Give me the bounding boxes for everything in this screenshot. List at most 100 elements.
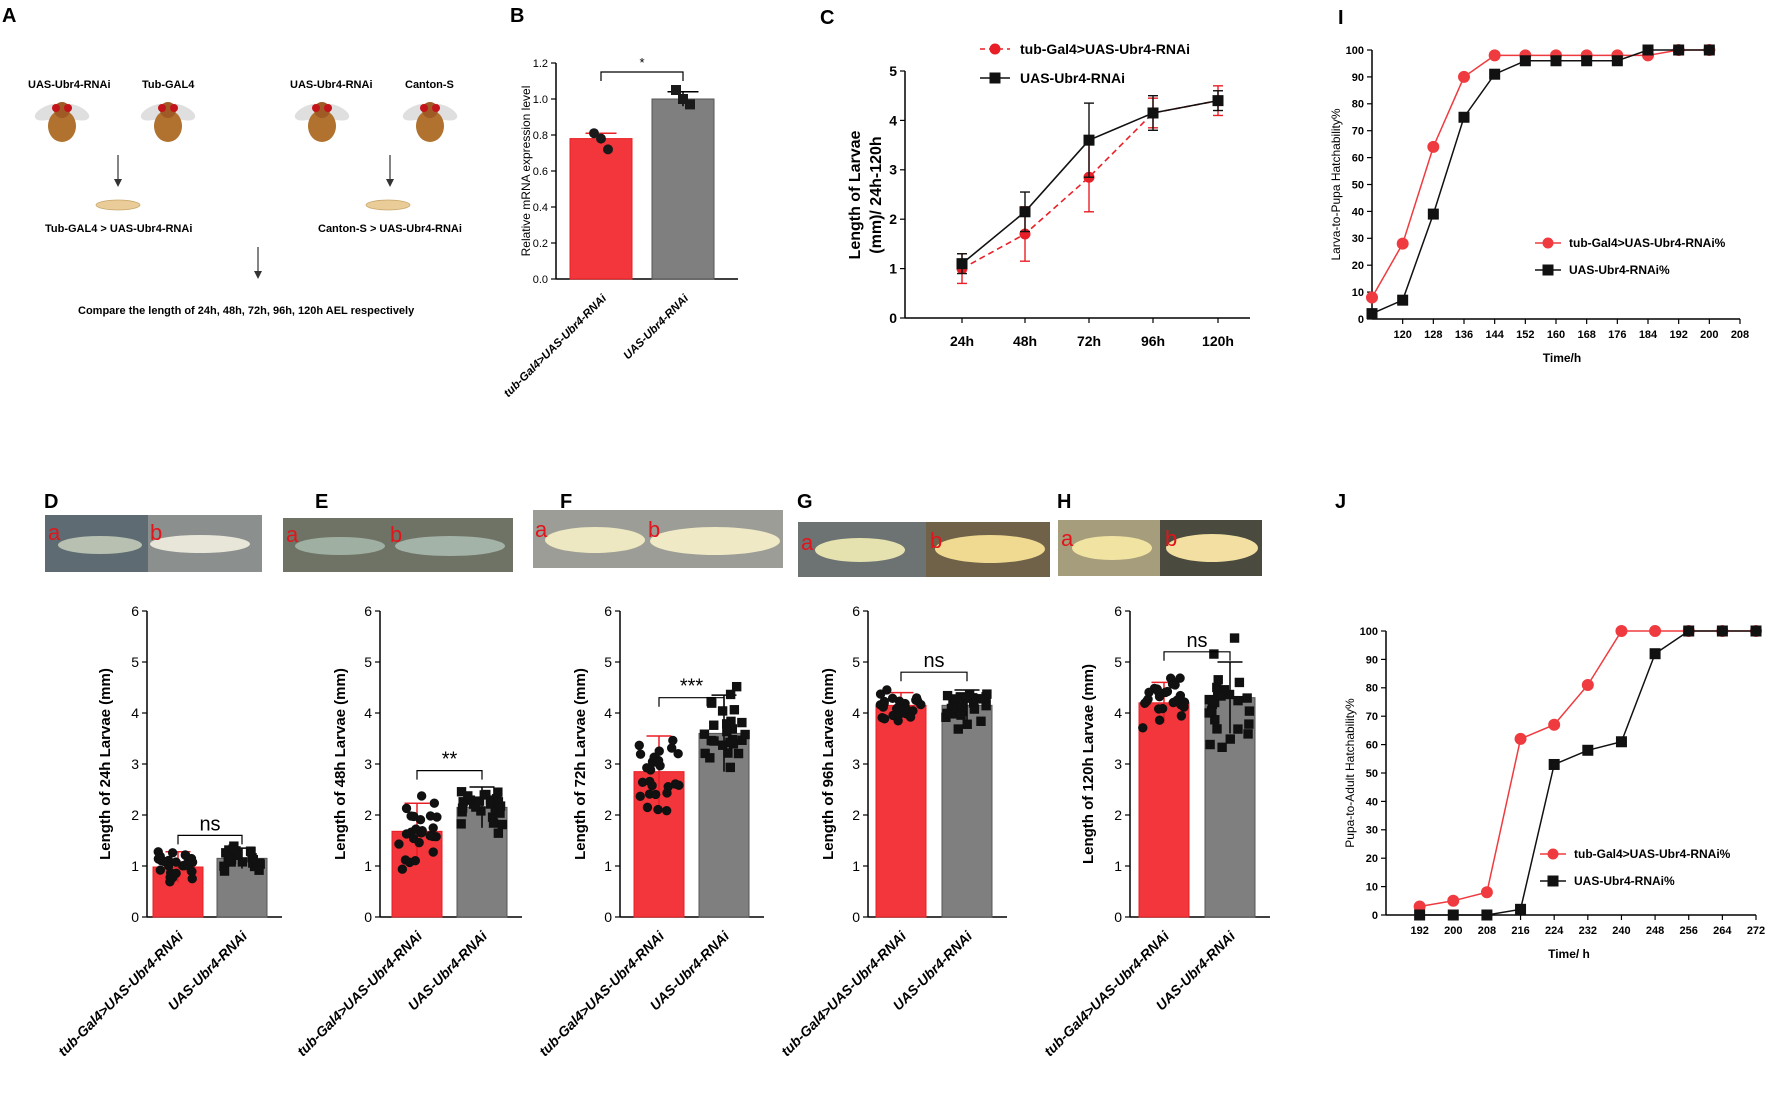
y-tick-label: 20 xyxy=(1366,853,1378,865)
x-tick-label: 136 xyxy=(1455,329,1473,341)
y-tick-label: 3 xyxy=(364,756,372,772)
chart-c: 0 1 2 3 4 5 24h 48h 72h 96h 120h Length of Larvae (m… xyxy=(847,41,1250,349)
data-point xyxy=(1168,697,1179,708)
data-point xyxy=(1138,723,1148,733)
y-axis-label: Length of 72h Larvae (mm) xyxy=(572,668,589,860)
data-point xyxy=(1489,68,1501,80)
chart-e: 0 1 2 3 4 5 6 Length of 48h Larvae (mm) tub-Gal4… xyxy=(294,603,522,1059)
bar xyxy=(651,98,715,280)
y-tick-label: 0 xyxy=(889,310,897,326)
photo-strip-d: a b xyxy=(45,515,262,572)
data-point xyxy=(1582,744,1594,756)
x-tick-label: 48h xyxy=(1013,333,1037,349)
y-tick-label: 100 xyxy=(1346,45,1364,57)
data-point xyxy=(228,844,238,854)
data-point xyxy=(685,99,695,110)
data-point xyxy=(493,787,503,797)
data-point xyxy=(1488,49,1501,62)
y-tick-label: 0 xyxy=(131,909,139,925)
data-point xyxy=(1514,732,1527,745)
data-point xyxy=(1212,724,1222,734)
data-point xyxy=(182,859,192,869)
larva-photo xyxy=(545,527,645,553)
data-point xyxy=(219,866,230,876)
data-point xyxy=(634,740,644,751)
data-point xyxy=(705,753,715,763)
photo-label-b: b xyxy=(930,528,942,553)
data-point xyxy=(457,803,468,813)
data-point xyxy=(1225,734,1235,744)
data-point xyxy=(1611,55,1623,67)
x-tick-label: 200 xyxy=(1444,925,1462,937)
larva-photo xyxy=(395,536,505,556)
data-point xyxy=(911,693,922,703)
data-point xyxy=(1233,695,1243,706)
larva-photo xyxy=(295,537,385,555)
data-point xyxy=(1212,95,1224,107)
data-point xyxy=(887,693,898,704)
y-tick-label: 6 xyxy=(852,603,860,619)
y-tick-label: 1.2 xyxy=(533,58,548,70)
data-point xyxy=(488,818,499,828)
panel-j-letter: J xyxy=(1335,491,1346,513)
y-tick-label: 3 xyxy=(131,756,139,772)
legend-marker xyxy=(989,43,1001,55)
larva-photo xyxy=(1166,534,1258,562)
legend-marker xyxy=(1547,848,1559,860)
significance-bracket xyxy=(416,770,483,780)
data-point xyxy=(1213,675,1223,685)
legend-label: UAS-Ubr4-RNAi% xyxy=(1569,263,1670,277)
y-tick-label: 5 xyxy=(852,654,860,670)
data-point xyxy=(1396,237,1409,250)
data-point xyxy=(1515,903,1527,915)
data-point xyxy=(723,748,733,758)
y-axis-label: Length of 24h Larvae (mm) xyxy=(97,668,114,860)
data-point xyxy=(248,854,258,865)
significance-bracket xyxy=(177,834,243,845)
y-tick-label: 6 xyxy=(604,603,612,619)
data-point xyxy=(673,749,683,759)
data-point xyxy=(635,749,646,759)
data-point xyxy=(678,94,688,104)
panel-e-letter: E xyxy=(315,491,328,513)
y-tick-label: 4 xyxy=(1114,705,1122,721)
panel-f-letter: F xyxy=(560,491,572,513)
x-tick-label: 120h xyxy=(1202,333,1234,349)
data-point xyxy=(670,779,681,789)
y-tick-label: 3 xyxy=(604,756,612,772)
data-point xyxy=(1716,625,1728,637)
data-point xyxy=(647,780,657,791)
y-tick-label: 2 xyxy=(604,807,612,823)
legend-label: UAS-Ubr4-RNAi% xyxy=(1574,874,1675,888)
cross2-right-label: Canton-S xyxy=(405,79,454,91)
panel-i-letter: I xyxy=(1338,7,1344,29)
larva-photo xyxy=(58,536,142,554)
data-point xyxy=(976,716,986,726)
data-point xyxy=(982,689,992,699)
data-point xyxy=(497,819,508,830)
data-point xyxy=(225,855,235,865)
data-point xyxy=(165,877,175,887)
data-point xyxy=(1179,702,1189,712)
data-point xyxy=(942,690,953,701)
legend-label: tub-Gal4>UAS-Ubr4-RNAi% xyxy=(1574,847,1731,861)
y-tick-label: 2 xyxy=(364,807,372,823)
data-point xyxy=(1207,706,1217,717)
panel-a-caption: Compare the length of 24h, 48h, 72h, 96h… xyxy=(78,305,415,317)
data-point xyxy=(416,828,427,838)
significance-label: ns xyxy=(199,813,220,835)
data-point xyxy=(942,708,952,719)
x-axis-label: Time/h xyxy=(1543,351,1581,365)
data-point xyxy=(1229,633,1240,643)
panel-b-letter: B xyxy=(510,5,524,27)
category-label: tub-Gal4>UAS-Ubr4-RNAi xyxy=(55,927,187,1059)
fly-icon xyxy=(34,102,90,142)
y-tick-label: 20 xyxy=(1352,260,1364,272)
bar xyxy=(569,138,633,280)
data-point xyxy=(893,710,904,721)
y-tick-label: 0 xyxy=(604,909,612,925)
y-tick-label: 10 xyxy=(1352,287,1364,299)
data-point xyxy=(642,763,652,773)
larva-icon xyxy=(365,199,411,211)
larva-photo xyxy=(815,538,905,562)
